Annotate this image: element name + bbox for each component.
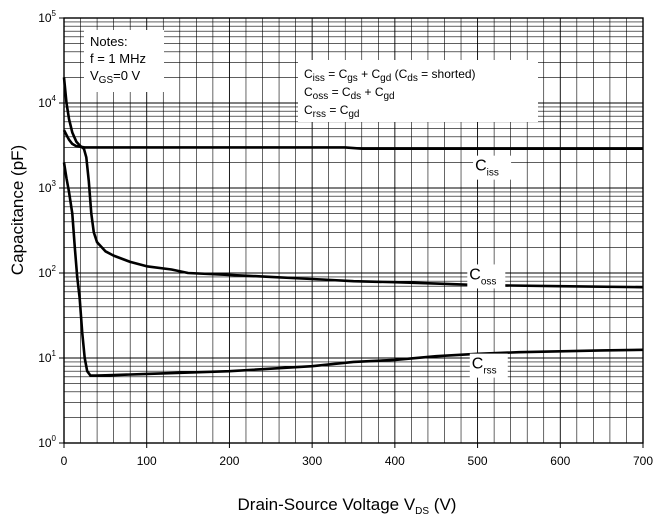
y-tick-label: 103 [38,179,56,195]
series-label-rss: Crss [472,356,497,377]
x-axis-title-unit: (V) [429,495,456,514]
notes-box: Notes: f = 1 MHz VGS=0 V [84,30,164,92]
formula-lines: Ciss = Cgs + Cgd (Cds = shorted)Coss = C… [304,67,476,120]
series-line-iss [62,129,643,150]
series-group: Ciss Coss Crss [62,77,644,378]
notes-line-2: f = 1 MHz [90,51,146,66]
series-line-oss [62,77,644,289]
x-tick-label: 0 [61,454,68,468]
series-label-bg-oss [467,264,506,289]
notes-line-1: Notes: [90,34,128,49]
series-label-iss: Ciss [475,158,499,179]
notes-line-3-sub: GS [99,75,114,86]
formula-line: Coss = Cds + Cgd [304,85,395,102]
x-axis-title-main: Drain-Source Voltage V [238,495,416,514]
x-tick-label: 700 [633,454,653,468]
formula-line: Crss = Cgd [304,103,359,120]
formula-line: Ciss = Cgs + Cgd (Cds = shorted) [304,67,476,84]
y-tick-label: 104 [38,94,56,110]
notes-line-3: VGS=0 V [90,68,141,86]
x-tick-label: 600 [550,454,570,468]
y-tick-label: 100 [38,434,56,450]
plot-frame [63,17,644,444]
x-tick-label: 400 [385,454,405,468]
y-tick-label: 102 [38,264,56,280]
series-label-oss: Coss [469,266,496,287]
series-label-bg-iss [473,155,512,180]
x-tick-label: 300 [302,454,322,468]
notes-line-3-main: V [90,68,99,83]
notes-background [84,30,164,92]
formula-box: Ciss = Cgs + Cgd (Cds = shorted)Coss = C… [298,60,538,122]
y-axis-title: Capacitance (pF) [8,145,27,275]
axis-ticks: 0 100 200 300 400 500 600 700 100 101 102 103 104 105 [38,9,653,468]
y-tick-label: 101 [38,349,56,365]
x-axis-title: Drain-Source Voltage VDS (V) [238,495,457,517]
x-axis-title-sub: DS [415,506,429,517]
series-line-rss [62,162,644,377]
x-tick-label: 100 [137,454,157,468]
notes-line-3-rest: =0 V [113,68,140,83]
y-tick-label: 105 [38,9,56,25]
series-label-bg-rss [469,353,508,378]
x-tick-label: 500 [468,454,488,468]
x-tick-label: 200 [219,454,239,468]
formula-background [298,60,538,122]
